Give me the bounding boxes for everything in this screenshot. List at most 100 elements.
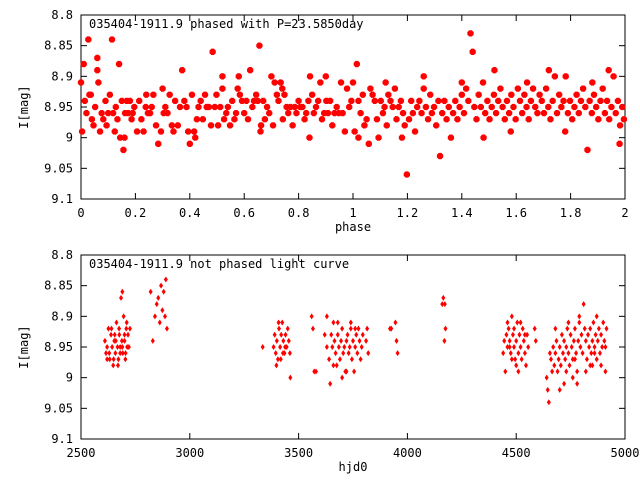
data-point <box>551 73 558 80</box>
data-point <box>612 109 619 117</box>
data-point <box>601 109 609 117</box>
data-point <box>447 134 455 141</box>
data-point <box>257 122 265 129</box>
data-point <box>280 319 285 326</box>
data-point <box>357 109 364 117</box>
data-point <box>344 368 349 375</box>
y-tick-label: 8.95 <box>44 340 73 354</box>
data-point <box>343 85 351 92</box>
data-point <box>281 337 286 344</box>
data-point <box>555 368 560 375</box>
data-point <box>126 97 134 105</box>
y-tick-label: 9 <box>66 131 73 145</box>
data-point <box>506 325 511 332</box>
data-point <box>519 356 524 363</box>
data-point <box>98 109 105 117</box>
data-point <box>397 97 405 105</box>
data-point <box>279 331 284 338</box>
data-point <box>532 103 539 111</box>
data-point <box>445 103 452 111</box>
data-point <box>213 91 220 98</box>
y-tick-label: 9.1 <box>51 432 73 446</box>
data-point <box>95 79 102 86</box>
data-point <box>395 350 400 357</box>
data-point <box>355 350 360 357</box>
data-point <box>365 325 370 332</box>
data-point <box>526 344 531 350</box>
data-point <box>272 331 277 338</box>
data-point <box>594 356 599 363</box>
data-point <box>161 288 166 295</box>
data-point <box>578 344 583 350</box>
data-point <box>599 362 604 369</box>
data-point <box>107 356 112 363</box>
data-point <box>131 103 138 111</box>
data-point <box>188 91 196 98</box>
data-point <box>193 116 201 123</box>
data-point <box>545 67 552 74</box>
data-point <box>359 344 364 350</box>
data-point <box>163 276 168 283</box>
data-point <box>408 97 415 105</box>
data-point <box>373 116 381 123</box>
data-point <box>327 356 332 363</box>
data-point <box>571 337 576 344</box>
data-point <box>354 331 359 338</box>
data-point <box>395 103 402 111</box>
data-point <box>229 97 236 105</box>
data-point <box>309 91 316 98</box>
data-point <box>277 79 284 86</box>
data-point <box>553 350 558 357</box>
data-point <box>341 350 346 357</box>
data-point <box>123 356 128 363</box>
data-point <box>521 91 528 98</box>
data-point <box>562 128 569 135</box>
data-point <box>346 350 351 357</box>
data-point <box>234 85 241 92</box>
data-point <box>126 344 131 350</box>
data-point <box>353 325 358 332</box>
data-point <box>310 109 317 117</box>
data-point <box>85 36 92 43</box>
data-point <box>113 350 118 357</box>
data-point <box>118 344 123 350</box>
data-point <box>592 350 597 357</box>
data-point <box>352 368 357 375</box>
data-point <box>217 103 224 111</box>
data-point <box>440 301 445 308</box>
data-point <box>299 103 306 111</box>
data-point <box>424 116 432 123</box>
data-point <box>507 337 512 344</box>
data-point <box>586 97 593 105</box>
data-point <box>305 97 312 105</box>
y-axis-label: I[mag] <box>17 85 31 128</box>
data-point <box>324 313 329 320</box>
data-point <box>341 128 348 135</box>
data-point <box>604 325 609 332</box>
data-point <box>545 386 550 393</box>
data-point <box>571 103 578 111</box>
x-tick-label: 3500 <box>284 446 313 460</box>
y-axis-label: I[mag] <box>17 325 31 368</box>
data-point <box>527 97 535 105</box>
data-point <box>572 325 577 332</box>
data-point <box>356 325 361 332</box>
data-point <box>430 103 438 111</box>
data-point <box>465 97 472 105</box>
data-point <box>398 134 406 141</box>
data-point <box>115 344 120 350</box>
data-point <box>164 109 171 117</box>
data-point <box>219 85 226 92</box>
data-point <box>260 97 267 105</box>
data-point <box>510 331 515 338</box>
data-point <box>502 337 507 344</box>
data-point <box>581 301 586 308</box>
data-point <box>332 337 337 344</box>
data-point <box>243 97 250 105</box>
data-point <box>593 331 598 338</box>
data-point <box>327 97 334 105</box>
data-point <box>503 97 511 105</box>
data-point <box>348 325 353 332</box>
data-point <box>111 128 118 135</box>
